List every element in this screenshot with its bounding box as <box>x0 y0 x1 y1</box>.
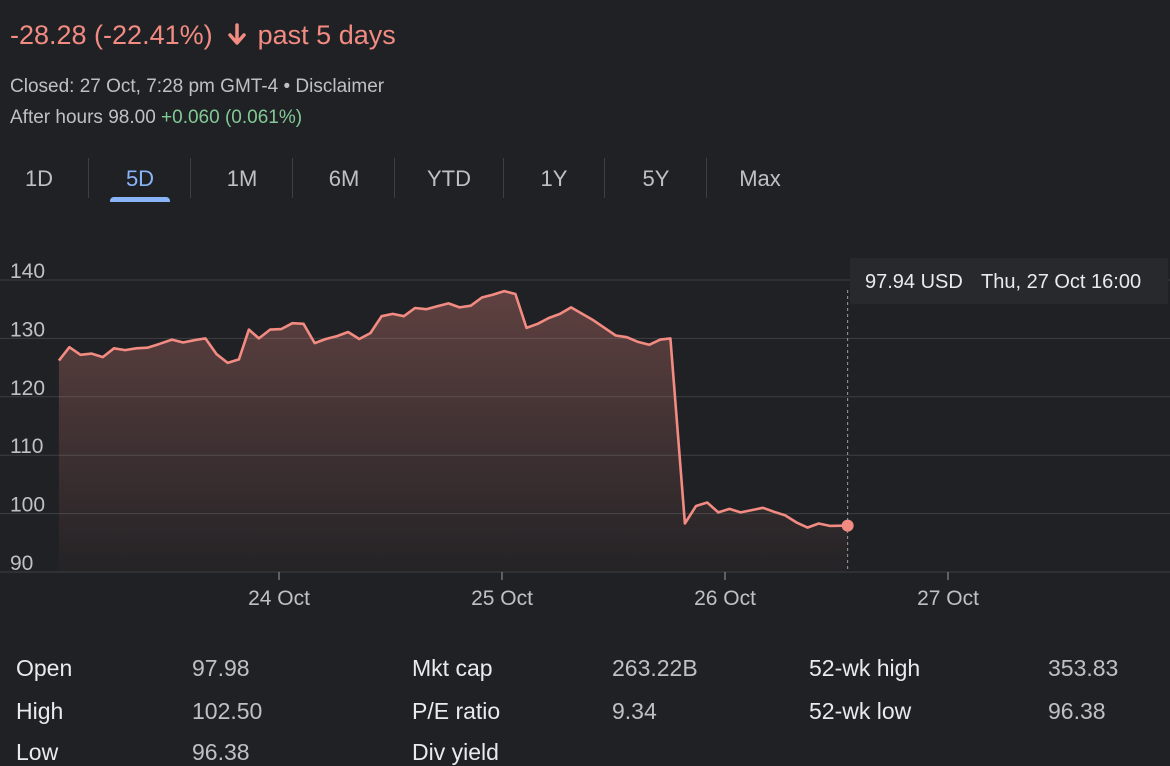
tab-5d[interactable]: 5D <box>110 150 170 206</box>
y-tick-label-140: 140 <box>10 260 45 283</box>
x-tick-label-3: 27 Oct <box>917 587 979 610</box>
price-area-fill <box>58 291 848 572</box>
stat-value-low: 96.38 <box>192 739 250 765</box>
y-tick-label-120: 120 <box>10 377 45 400</box>
stat-label-pe-ratio: P/E ratio <box>412 698 501 724</box>
range-tabs: 1D 5D 1M 6M YTD 1Y 5Y Max <box>0 150 820 210</box>
hover-point <box>841 519 854 532</box>
tooltip-date: Thu, 27 Oct 16:00 <box>981 271 1141 293</box>
y-tick-label-90: 90 <box>10 552 33 575</box>
stat-label-52wk-high: 52-wk high <box>809 655 921 681</box>
after-hours-change: +0.060 (0.061%) <box>161 107 303 128</box>
stat-value-high: 102.50 <box>192 698 263 724</box>
stat-label-div-yield: Div yield <box>412 739 499 765</box>
active-tab-indicator <box>110 197 170 202</box>
y-tick-label-130: 130 <box>10 318 45 341</box>
x-tick-label-0: 24 Oct <box>248 587 310 610</box>
x-tick-label-2: 26 Oct <box>694 587 756 610</box>
stats-table: Open 97.98 High 102.50 Low 96.38 Mkt cap… <box>0 645 1170 765</box>
stat-value-52wk-high: 353.83 <box>1048 655 1119 681</box>
tooltip-price: 97.94 USD <box>865 271 963 293</box>
tooltip-box <box>850 258 1168 304</box>
stat-value-mkt-cap: 263.22B <box>612 655 698 681</box>
tab-1d[interactable]: 1D <box>24 166 54 191</box>
y-tick-label-100: 100 <box>10 494 45 517</box>
stat-value-52wk-low: 96.38 <box>1048 698 1106 724</box>
x-tick-label-1: 25 Oct <box>471 587 533 610</box>
tab-5y[interactable]: 5Y <box>642 166 670 191</box>
tab-1y[interactable]: 1Y <box>540 166 568 191</box>
change-period: past 5 days <box>257 20 396 50</box>
stat-label-open: Open <box>16 655 73 681</box>
stat-value-pe-ratio: 9.34 <box>612 698 657 724</box>
tab-6m[interactable]: 6M <box>328 166 360 191</box>
after-hours-status: After hours 98.00 +0.060 (0.061%) <box>10 107 302 129</box>
price-line <box>57 289 848 529</box>
tab-1m[interactable]: 1M <box>226 166 258 191</box>
price-change: -28.28 (-22.41%) <box>10 20 213 50</box>
stat-label-mkt-cap: Mkt cap <box>412 655 493 681</box>
stat-label-52wk-low: 52-wk low <box>809 698 912 724</box>
tab-ytd[interactable]: YTD <box>427 166 471 191</box>
stat-value-open: 97.98 <box>192 655 250 681</box>
tab-max[interactable]: Max <box>739 166 781 191</box>
price-change-line: -28.28 (-22.41%) past 5 days <box>10 20 396 51</box>
y-tick-label-110: 110 <box>10 435 43 458</box>
arrow-down-icon <box>228 23 246 45</box>
price-chart[interactable]: 140 130 120 110 100 90 24 Oct 25 Oct 26 Oct 27 Oc… <box>0 250 1170 630</box>
closed-status: Closed: 27 Oct, 7:28 pm GMT-4 • Disclaim… <box>10 76 384 98</box>
stat-label-low: Low <box>16 739 59 765</box>
closed-text: Closed: 27 Oct, 7:28 pm GMT-4 • Disclaim… <box>10 76 385 97</box>
stat-label-high: High <box>16 698 64 724</box>
after-hours-label: After hours 98.00 <box>10 107 156 128</box>
